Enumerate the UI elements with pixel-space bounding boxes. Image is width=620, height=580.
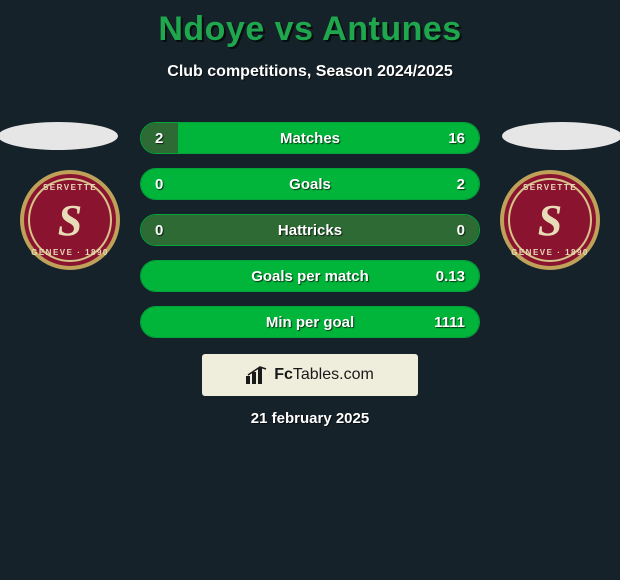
badge-monogram: S bbox=[58, 195, 82, 246]
stat-row: 2Matches16 bbox=[140, 122, 480, 154]
right-shadow-ellipse bbox=[502, 122, 620, 150]
left-shadow-ellipse bbox=[0, 122, 118, 150]
subtitle: Club competitions, Season 2024/2025 bbox=[0, 63, 620, 81]
stat-value-right: 1111 bbox=[419, 314, 479, 331]
stat-value-right: 16 bbox=[419, 130, 479, 147]
comparison-infographic: Ndoye vs Antunes Club competitions, Seas… bbox=[0, 0, 620, 580]
stat-value-left: 0 bbox=[141, 176, 201, 193]
stat-label: Matches bbox=[201, 130, 419, 147]
stat-value-right: 0 bbox=[419, 222, 479, 239]
bars-icon bbox=[246, 366, 268, 384]
badge-monogram: S bbox=[538, 195, 562, 246]
badge-top-text: SERVETTE bbox=[30, 183, 110, 192]
badge-bottom-text: GENEVE · 1890 bbox=[30, 248, 110, 257]
stat-value-right: 2 bbox=[419, 176, 479, 193]
stat-label: Goals per match bbox=[201, 268, 419, 285]
left-club-badge: SERVETTE S GENEVE · 1890 bbox=[20, 170, 120, 270]
stat-row: 0Hattricks0 bbox=[140, 214, 480, 246]
stat-row: Min per goal1111 bbox=[140, 306, 480, 338]
stat-row: Goals per match0.13 bbox=[140, 260, 480, 292]
stat-value-left: 0 bbox=[141, 222, 201, 239]
badge-ring: SERVETTE S GENEVE · 1890 bbox=[508, 178, 592, 262]
badge-bottom-text: GENEVE · 1890 bbox=[510, 248, 590, 257]
brand-rest: Tables.com bbox=[293, 366, 374, 383]
page-title: Ndoye vs Antunes bbox=[0, 0, 620, 49]
brand-bold: Fc bbox=[274, 366, 293, 383]
stat-value-right: 0.13 bbox=[419, 268, 479, 285]
stats-container: 2Matches160Goals20Hattricks0Goals per ma… bbox=[140, 122, 480, 352]
stat-value-left: 2 bbox=[141, 130, 201, 147]
stat-label: Hattricks bbox=[201, 222, 419, 239]
right-club-badge: SERVETTE S GENEVE · 1890 bbox=[500, 170, 600, 270]
stat-row: 0Goals2 bbox=[140, 168, 480, 200]
badge-ring: SERVETTE S GENEVE · 1890 bbox=[28, 178, 112, 262]
stat-label: Min per goal bbox=[201, 314, 419, 331]
brand-box: FcTables.com bbox=[202, 354, 418, 396]
stat-label: Goals bbox=[201, 176, 419, 193]
footer-date: 21 february 2025 bbox=[0, 410, 620, 427]
badge-top-text: SERVETTE bbox=[510, 183, 590, 192]
brand-text: FcTables.com bbox=[274, 366, 374, 384]
